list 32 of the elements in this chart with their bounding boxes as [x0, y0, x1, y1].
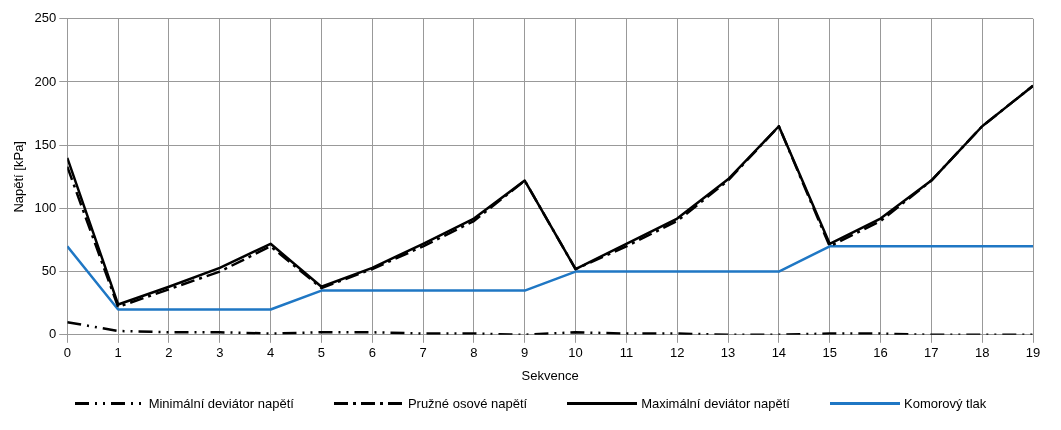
y-tick-label: 50	[41, 263, 57, 279]
legend-label: Minimální deviátor napětí	[148, 396, 294, 411]
y-tick-label: 200	[34, 73, 57, 89]
x-tick-label: 8	[470, 345, 478, 361]
y-tick-label: 0	[49, 326, 57, 342]
x-tick-label: 6	[368, 345, 376, 361]
y-tick-label: 150	[34, 136, 57, 152]
legend-label: Pružné osové napětí	[407, 396, 528, 411]
x-tick-label: 4	[266, 345, 275, 361]
legend-label: Maximální deviátor napětí	[641, 396, 790, 411]
x-tick-label: 11	[619, 345, 634, 361]
x-tick-label: 0	[63, 345, 71, 361]
x-tick-label: 14	[771, 345, 787, 361]
x-tick-label: 18	[974, 345, 990, 361]
x-tick-label: 1	[114, 345, 122, 361]
x-tick-label: 16	[873, 345, 888, 361]
x-tick-label: 9	[521, 345, 529, 361]
x-tick-label: 12	[669, 345, 685, 361]
x-tick-label: 13	[720, 345, 736, 361]
x-tick-label: 3	[216, 345, 224, 361]
x-tick-label: 10	[568, 345, 583, 361]
x-tick-label: 7	[419, 345, 427, 361]
x-tick-label: 19	[1025, 345, 1041, 361]
y-axis-title: Napětí [kPa]	[11, 141, 27, 213]
y-tick-label: 250	[34, 10, 57, 26]
x-tick-label: 15	[822, 345, 837, 361]
x-tick-label: 2	[165, 345, 173, 361]
y-tick-label: 100	[34, 199, 57, 215]
x-axis-title: Sekvence	[521, 367, 579, 383]
x-tick-label: 17	[924, 345, 939, 361]
x-tick-label: 5	[317, 345, 326, 361]
legend-label: Komorový tlak	[903, 396, 987, 411]
